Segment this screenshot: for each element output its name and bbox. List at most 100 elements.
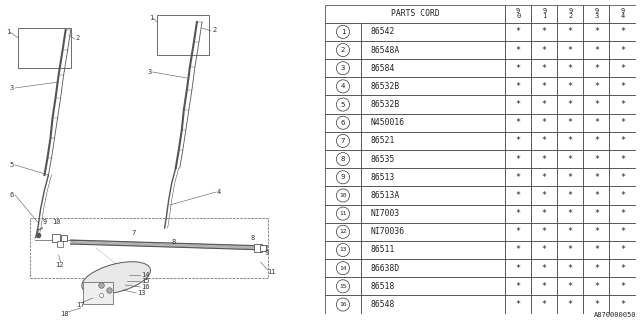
Text: *: * <box>594 100 599 109</box>
Bar <box>584 23 609 41</box>
Text: PARTS CORD: PARTS CORD <box>391 9 440 18</box>
Bar <box>557 295 584 314</box>
Text: NI7003: NI7003 <box>370 209 399 218</box>
Bar <box>361 59 505 77</box>
Text: 8: 8 <box>172 239 176 245</box>
Text: *: * <box>620 45 625 54</box>
Text: *: * <box>542 264 547 273</box>
Text: 6: 6 <box>340 120 345 126</box>
Text: 86638D: 86638D <box>370 264 399 273</box>
Text: *: * <box>594 64 599 73</box>
Text: *: * <box>568 209 573 218</box>
Text: 86511: 86511 <box>370 245 394 254</box>
Bar <box>584 41 609 59</box>
Circle shape <box>337 244 349 257</box>
Bar <box>361 23 505 41</box>
Text: *: * <box>594 155 599 164</box>
Bar <box>584 95 609 114</box>
Text: *: * <box>516 227 521 236</box>
Bar <box>325 259 361 277</box>
Bar <box>609 277 636 295</box>
Bar <box>505 59 531 77</box>
Text: *: * <box>620 191 625 200</box>
Bar <box>557 259 584 277</box>
Bar <box>325 277 361 295</box>
Text: 7: 7 <box>340 138 345 144</box>
Text: *: * <box>594 300 599 309</box>
Text: 3: 3 <box>147 69 152 75</box>
Bar <box>557 23 584 41</box>
Bar <box>325 77 361 95</box>
Bar <box>557 150 584 168</box>
Text: 5: 5 <box>10 162 14 168</box>
Text: *: * <box>568 173 573 182</box>
Bar <box>325 204 361 223</box>
Text: *: * <box>542 118 547 127</box>
Bar <box>531 186 557 204</box>
Bar <box>30 218 268 278</box>
Text: 10: 10 <box>52 219 61 225</box>
Text: 5: 5 <box>340 101 345 108</box>
Text: *: * <box>568 45 573 54</box>
Bar <box>557 277 584 295</box>
Text: *: * <box>620 118 625 127</box>
Bar <box>505 168 531 186</box>
Bar <box>531 295 557 314</box>
Bar <box>584 77 609 95</box>
Text: *: * <box>594 45 599 54</box>
Text: *: * <box>620 245 625 254</box>
Bar <box>361 150 505 168</box>
Circle shape <box>337 225 349 238</box>
Bar <box>505 277 531 295</box>
Text: 6: 6 <box>10 192 14 198</box>
Bar <box>361 132 505 150</box>
Text: *: * <box>568 136 573 145</box>
Text: *: * <box>542 27 547 36</box>
Text: 1: 1 <box>6 29 10 35</box>
Text: 2: 2 <box>76 35 80 41</box>
Text: *: * <box>542 209 547 218</box>
Text: *: * <box>594 264 599 273</box>
Circle shape <box>337 134 349 148</box>
Bar <box>557 241 584 259</box>
Text: *: * <box>620 136 625 145</box>
Circle shape <box>337 80 349 93</box>
Text: *: * <box>542 155 547 164</box>
Text: *: * <box>620 64 625 73</box>
Bar <box>557 132 584 150</box>
Bar <box>325 223 361 241</box>
Text: 15: 15 <box>339 284 347 289</box>
Text: *: * <box>516 45 521 54</box>
Text: 86513A: 86513A <box>370 191 399 200</box>
Bar <box>505 114 531 132</box>
Text: *: * <box>542 45 547 54</box>
Text: 9
3: 9 3 <box>595 8 598 20</box>
Text: *: * <box>516 82 521 91</box>
Text: *: * <box>594 27 599 36</box>
Bar <box>557 5 584 23</box>
Bar <box>557 223 584 241</box>
Text: *: * <box>568 300 573 309</box>
Text: 13: 13 <box>339 247 347 252</box>
Bar <box>557 59 584 77</box>
Bar <box>325 5 505 23</box>
Text: *: * <box>516 264 521 273</box>
Text: *: * <box>542 227 547 236</box>
Bar <box>557 77 584 95</box>
Bar <box>609 41 636 59</box>
Text: 7: 7 <box>131 230 136 236</box>
Text: *: * <box>516 173 521 182</box>
Text: *: * <box>620 155 625 164</box>
Bar <box>325 114 361 132</box>
Bar <box>361 186 505 204</box>
Text: *: * <box>594 118 599 127</box>
Text: *: * <box>568 282 573 291</box>
Bar <box>531 168 557 186</box>
Text: 9
4: 9 4 <box>620 8 625 20</box>
Text: 11: 11 <box>339 211 347 216</box>
Text: *: * <box>620 227 625 236</box>
Text: *: * <box>516 282 521 291</box>
Bar <box>609 204 636 223</box>
Text: 10: 10 <box>339 193 347 198</box>
Text: 3: 3 <box>10 85 14 91</box>
